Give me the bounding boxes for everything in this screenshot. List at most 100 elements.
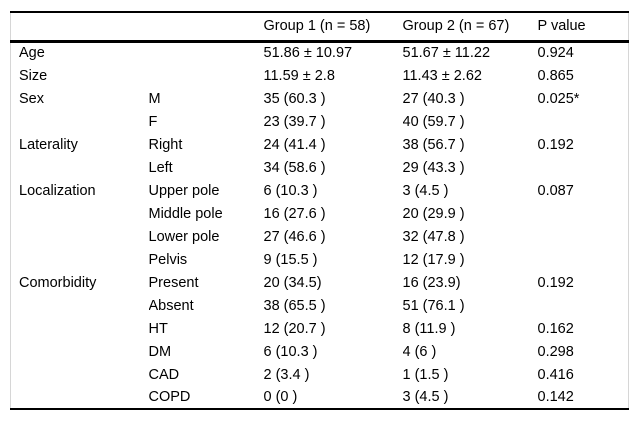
cell-category: Size xyxy=(19,67,48,84)
table-row: Age 51.86 ± 10.97 51.67 ± 11.22 0.924 xyxy=(11,41,629,64)
cell-group2: 1 (1.5 ) xyxy=(402,366,449,383)
cell-group1: 2 (3.4 ) xyxy=(263,366,310,383)
table-row: Size 11.59 ± 2.8 11.43 ± 2.62 0.865 xyxy=(11,64,629,87)
cell-subcategory: COPD xyxy=(148,389,191,405)
header-subcategory xyxy=(148,12,264,43)
header-pvalue: P value xyxy=(537,12,629,43)
table-row: Absent 38 (65.5 ) 51 (76.1 ) xyxy=(11,294,629,317)
cell-subcategory: Absent xyxy=(148,297,194,314)
cell-subcategory: M xyxy=(148,90,161,107)
cell-subcategory: Pelvis xyxy=(148,251,188,268)
table-row: Localization Upper pole 6 (10.3 ) 3 (4.5 ) 0… xyxy=(11,179,629,202)
cell-subcategory: CAD xyxy=(148,366,180,383)
cell-p_value: 0.192 xyxy=(537,274,574,291)
table-row: DM 6 (10.3 ) 4 (6 ) 0.298 xyxy=(11,340,629,363)
cell-category xyxy=(11,202,149,225)
cell-p_value: 0.087 xyxy=(537,182,574,199)
cell-p_value: 0.298 xyxy=(537,343,574,360)
cell-category xyxy=(11,340,149,363)
table-row: Pelvis 9 (15.5 ) 12 (17.9 ) xyxy=(11,248,629,271)
cell-subcategory: Lower pole xyxy=(148,228,220,245)
table-row: Middle pole 16 (27.6 ) 20 (29.9 ) xyxy=(11,202,629,225)
cell-p_value: 0.025* xyxy=(537,90,580,107)
cell-group1: 0 (0 ) xyxy=(263,389,298,405)
cell-p_value: 0.416 xyxy=(537,366,574,383)
table-row: COPD 0 (0 ) 3 (4.5 ) 0.142 xyxy=(11,386,629,409)
cell-category xyxy=(11,110,149,133)
cell-group2: 11.43 ± 2.62 xyxy=(402,67,482,84)
header-group1: Group 1 (n = 58) xyxy=(263,12,403,43)
cell-group1: 16 (27.6 ) xyxy=(263,205,326,222)
comparison-table-container: Group 1 (n = 58) Group 2 (n = 67) P valu… xyxy=(10,11,629,410)
cell-group2: 32 (47.8 ) xyxy=(402,228,465,245)
table-row: CAD 2 (3.4 ) 1 (1.5 ) 0.416 xyxy=(11,363,629,386)
cell-category: Sex xyxy=(19,90,44,107)
cell-group2: 27 (40.3 ) xyxy=(402,90,465,107)
cell-p_value xyxy=(538,225,629,248)
cell-category: Comorbidity xyxy=(19,274,97,291)
cell-group1: 12 (20.7 ) xyxy=(263,320,326,337)
cell-category: Localization xyxy=(19,182,96,199)
header-group2: Group 2 (n = 67) xyxy=(402,12,538,43)
cell-group2: 3 (4.5 ) xyxy=(402,182,449,199)
cell-group1: 24 (41.4 ) xyxy=(263,136,326,153)
cell-p_value xyxy=(538,156,629,179)
cell-group2: 12 (17.9 ) xyxy=(402,251,465,268)
cell-category: Laterality xyxy=(19,136,78,153)
cell-group2: 51.67 ± 11.22 xyxy=(402,45,491,62)
cell-subcategory: DM xyxy=(148,343,172,360)
cell-p_value xyxy=(538,202,629,225)
cell-subcategory: Left xyxy=(148,159,173,176)
header-row: Group 1 (n = 58) Group 2 (n = 67) P valu… xyxy=(10,12,629,43)
cell-group1: 34 (58.6 ) xyxy=(263,159,326,176)
cell-p_value: 0.162 xyxy=(537,320,574,337)
cell-category xyxy=(11,363,149,386)
cell-category xyxy=(11,248,149,271)
table-row: Laterality Right 24 (41.4 ) 38 (56.7 ) 0.192 xyxy=(11,133,629,156)
table-row: Sex M 35 (60.3 ) 27 (40.3 ) 0.025* xyxy=(11,87,629,110)
cell-group2: 29 (43.3 ) xyxy=(402,159,465,176)
cell-p_value: 0.142 xyxy=(537,389,574,405)
cell-group2: 20 (29.9 ) xyxy=(402,205,465,222)
cell-group2: 40 (59.7 ) xyxy=(402,113,465,130)
table-row: Comorbidity Present 20 (34.5) 16 (23.9) 0.19… xyxy=(11,271,629,294)
table-body: Age 51.86 ± 10.97 51.67 ± 11.22 0.924 Size 11… xyxy=(11,41,629,409)
cell-subcategory xyxy=(149,64,264,87)
cell-category xyxy=(11,317,149,340)
table-row: Lower pole 27 (46.6 ) 32 (47.8 ) xyxy=(11,225,629,248)
cell-subcategory: Present xyxy=(148,274,199,291)
cell-p_value xyxy=(538,248,629,271)
cell-group2: 4 (6 ) xyxy=(402,343,437,360)
cell-group1: 11.59 ± 2.8 xyxy=(263,67,335,84)
table-row: F 23 (39.7 ) 40 (59.7 ) xyxy=(11,110,629,133)
group-comparison-table: Group 1 (n = 58) Group 2 (n = 67) P valu… xyxy=(10,11,629,410)
cell-group2: 38 (56.7 ) xyxy=(402,136,465,153)
header-category xyxy=(10,12,149,43)
table-row: HT 12 (20.7 ) 8 (11.9 ) 0.162 xyxy=(11,317,629,340)
cell-group1: 23 (39.7 ) xyxy=(263,113,326,130)
cell-group1: 51.86 ± 10.97 xyxy=(263,45,353,62)
cell-group1: 6 (10.3 ) xyxy=(263,182,318,199)
cell-subcategory: Right xyxy=(148,136,183,153)
cell-group1: 38 (65.5 ) xyxy=(263,297,326,314)
cell-subcategory: Upper pole xyxy=(148,182,220,199)
cell-p_value: 0.924 xyxy=(537,45,574,62)
cell-group1: 35 (60.3 ) xyxy=(263,90,326,107)
cell-group1: 9 (15.5 ) xyxy=(263,251,318,268)
table-row: Left 34 (58.6 ) 29 (43.3 ) xyxy=(11,156,629,179)
cell-group2: 3 (4.5 ) xyxy=(402,389,449,405)
cell-p_value xyxy=(538,110,629,133)
cell-category xyxy=(11,386,149,409)
cell-category xyxy=(11,294,149,317)
cell-subcategory: HT xyxy=(148,320,168,337)
cell-group1: 20 (34.5) xyxy=(263,274,322,291)
cell-group2: 16 (23.9) xyxy=(402,274,461,291)
cell-subcategory: Middle pole xyxy=(148,205,223,222)
cell-group2: 8 (11.9 ) xyxy=(402,320,456,337)
cell-p_value: 0.192 xyxy=(537,136,574,153)
cell-group1: 27 (46.6 ) xyxy=(263,228,326,245)
cell-group2: 51 (76.1 ) xyxy=(402,297,465,314)
cell-p_value xyxy=(538,294,629,317)
cell-category: Age xyxy=(19,45,45,62)
